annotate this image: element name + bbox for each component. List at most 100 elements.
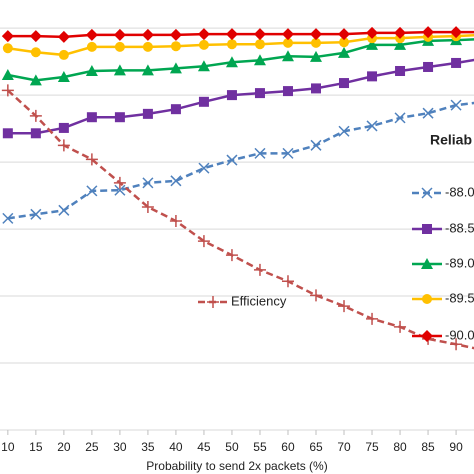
marker xyxy=(170,104,181,115)
marker xyxy=(254,39,265,50)
marker xyxy=(141,64,154,76)
marker xyxy=(113,64,126,76)
marker xyxy=(2,128,13,139)
legend-label: -88.0 xyxy=(445,184,474,199)
marker xyxy=(225,56,238,68)
marker xyxy=(57,71,70,83)
marker xyxy=(311,37,321,48)
marker xyxy=(30,208,42,220)
marker xyxy=(310,28,322,41)
marker xyxy=(338,125,350,137)
legend-label: Efficiency xyxy=(231,293,287,308)
marker xyxy=(254,88,265,99)
marker xyxy=(29,74,42,86)
marker xyxy=(423,61,434,72)
marker xyxy=(57,30,70,43)
marker xyxy=(198,39,209,50)
marker xyxy=(114,112,125,123)
marker xyxy=(114,41,125,52)
x-tick-label: 65 xyxy=(309,440,323,454)
legend-label: -89.5 xyxy=(445,290,474,305)
legend-label: -90.0 xyxy=(445,327,474,342)
marker xyxy=(169,62,182,74)
marker xyxy=(169,28,182,41)
marker xyxy=(366,38,379,50)
legend-marker xyxy=(421,258,433,269)
marker xyxy=(29,109,42,122)
x-tick-label: 80 xyxy=(393,440,407,454)
marker xyxy=(142,41,153,52)
legend-marker xyxy=(207,296,219,308)
marker xyxy=(281,28,294,41)
x-tick-label: 40 xyxy=(169,440,183,454)
marker xyxy=(338,300,351,313)
legend-marker xyxy=(422,224,432,234)
marker xyxy=(225,249,238,262)
x-tick-label: 70 xyxy=(337,440,351,454)
marker xyxy=(282,147,294,159)
marker xyxy=(142,108,153,119)
x-tick-label: 35 xyxy=(141,440,155,454)
marker xyxy=(197,28,210,41)
marker xyxy=(1,84,14,97)
legend-marker xyxy=(422,294,432,304)
marker xyxy=(170,41,181,52)
marker xyxy=(451,57,462,68)
marker xyxy=(282,86,293,97)
legend-title: Reliab xyxy=(430,132,472,148)
legend-label: -89.0 xyxy=(445,255,474,270)
marker xyxy=(30,47,41,58)
marker xyxy=(310,289,322,302)
marker xyxy=(366,120,378,132)
x-tick-label: 10 xyxy=(1,440,15,454)
marker xyxy=(310,139,322,151)
marker xyxy=(282,37,293,48)
marker xyxy=(254,147,266,159)
marker xyxy=(422,107,434,119)
marker xyxy=(394,112,406,124)
marker xyxy=(1,30,14,43)
marker xyxy=(311,83,321,94)
x-axis-label: Probability to send 2x packets (%) xyxy=(146,459,327,473)
marker xyxy=(394,38,407,50)
marker xyxy=(58,204,70,216)
marker xyxy=(339,78,350,89)
marker xyxy=(422,26,435,39)
plot-area xyxy=(1,26,474,351)
marker xyxy=(197,235,210,248)
marker xyxy=(225,28,238,41)
marker xyxy=(58,122,69,133)
marker xyxy=(450,338,463,351)
marker xyxy=(198,162,210,174)
marker xyxy=(253,263,266,276)
marker xyxy=(197,60,210,72)
marker xyxy=(281,275,294,288)
marker xyxy=(253,54,266,66)
marker xyxy=(2,43,13,54)
marker xyxy=(29,30,42,43)
marker xyxy=(226,39,237,50)
marker xyxy=(58,49,69,60)
x-tick-label: 45 xyxy=(197,440,211,454)
marker xyxy=(169,215,182,228)
marker xyxy=(366,312,379,325)
x-tick-label: 25 xyxy=(85,440,99,454)
marker xyxy=(450,26,463,39)
marker xyxy=(113,176,126,189)
marker xyxy=(310,50,322,62)
marker xyxy=(85,64,98,76)
marker xyxy=(2,212,14,224)
x-tick-label: 20 xyxy=(57,440,71,454)
x-tick-label: 30 xyxy=(113,440,127,454)
marker xyxy=(85,153,98,166)
series-line xyxy=(7,89,474,350)
marker xyxy=(170,175,182,187)
marker xyxy=(226,90,237,101)
marker xyxy=(1,69,14,81)
marker xyxy=(366,26,379,39)
marker xyxy=(113,28,126,41)
series-line xyxy=(7,101,474,220)
marker xyxy=(141,28,154,41)
